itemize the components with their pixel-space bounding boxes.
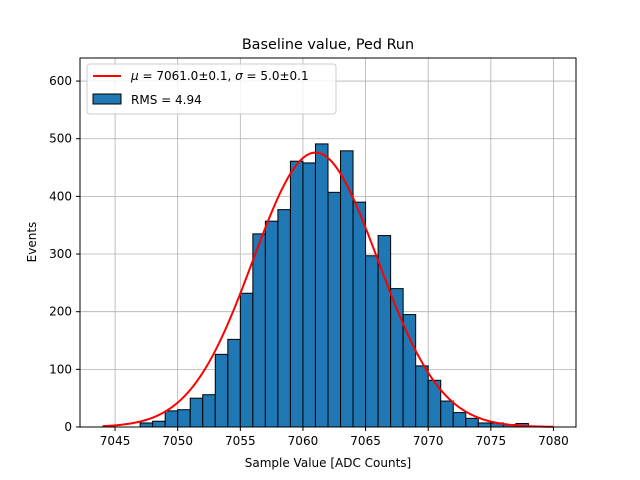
y-axis-label: Events [25,222,39,263]
gaussian-fit-curve [102,151,554,428]
y-tick-label: 0 [64,420,72,434]
y-tick-label: 200 [49,305,72,319]
x-axis-ticks: 7045 7050 7055 7060 7065 7070 7075 7080 [100,427,569,448]
x-tick-label: 7060 [288,434,319,448]
x-tick-label: 7065 [350,434,381,448]
x-axis-label: Sample Value [ADC Counts] [245,456,411,470]
x-tick-label: 7045 [100,434,131,448]
histogram-bar [402,314,417,428]
legend-mu-value: 7061.0±0.1 [156,69,227,83]
histogram-bar [352,201,367,428]
histogram-bar [440,400,454,428]
histogram-bar [327,191,342,428]
x-tick-label: 7055 [225,434,256,448]
histogram-bar [415,365,429,428]
histogram-bar [177,409,191,428]
legend-box [86,63,337,115]
histogram-bar [477,422,492,428]
histogram-bar [227,338,241,428]
y-axis-ticks: 0 100 200 300 400 500 600 [49,74,80,434]
histogram-bar [189,397,204,428]
histogram-bar [365,255,379,428]
legend-hist-label: RMS = 4.94 [131,93,202,107]
histogram-bar [202,394,216,428]
histogram-bar [289,160,304,428]
chart-title: Baseline value, Ped Run [242,37,414,53]
y-tick-label: 400 [49,189,72,203]
histogram-bar [252,233,266,428]
y-tick-label: 300 [49,247,72,261]
legend-hist-swatch [92,93,122,105]
histogram-bar [139,422,154,428]
y-tick-label: 500 [49,132,72,146]
histogram-bar [314,143,329,428]
histogram-bar [465,417,479,428]
histogram-bar [152,420,166,428]
x-tick-label: 7080 [538,434,569,448]
histogram-bar [277,209,291,428]
histogram-bar [264,220,279,428]
y-tick-label: 600 [49,74,72,88]
x-tick-label: 7050 [162,434,193,448]
y-tick-label: 100 [49,362,72,376]
histogram-bar [302,162,316,428]
histogram-bar [452,412,467,428]
histogram-bar [239,292,254,428]
plot-frame [79,57,577,428]
x-tick-label: 7075 [476,434,507,448]
legend-fit-label: μ = 7061.0±0.1, σ = 5.0±0.1 [130,69,309,83]
legend: μ = 7061.0±0.1, σ = 5.0±0.1 RMS = 4.94 [86,63,337,115]
x-tick-label: 7070 [413,434,444,448]
histogram-bar [214,353,229,428]
histogram-bar [164,410,179,428]
legend-sigma-value: 5.0±0.1 [260,69,308,83]
